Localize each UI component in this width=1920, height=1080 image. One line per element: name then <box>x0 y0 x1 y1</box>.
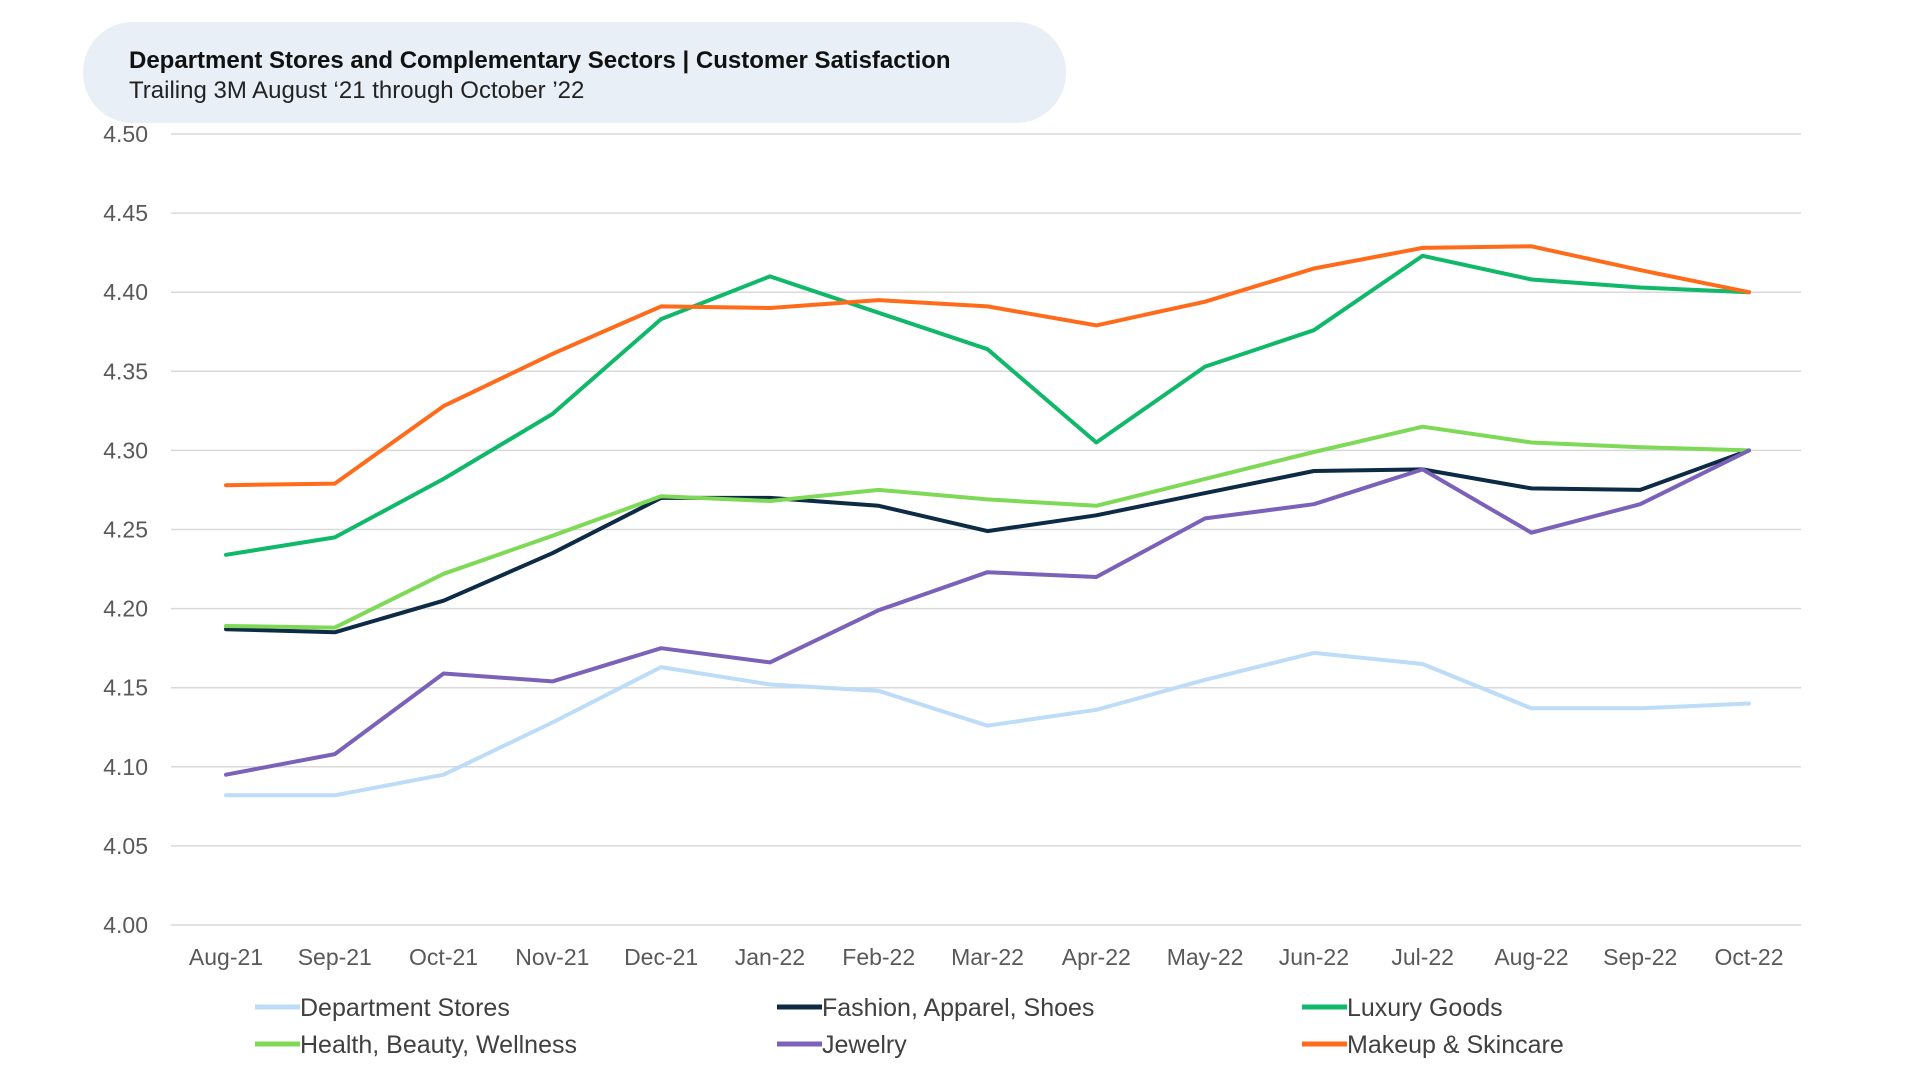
series-line-luxury-goods <box>224 253 1751 557</box>
series-line-makeup-skincare <box>224 244 1751 488</box>
series-line-jewelry <box>224 448 1751 777</box>
x-tick-label: Feb-22 <box>842 944 915 970</box>
x-tick-label: Jun-22 <box>1279 944 1349 970</box>
chart-subtitle: Trailing 3M August ‘21 through October ’… <box>129 77 585 104</box>
x-tick-label: Nov-21 <box>515 944 589 970</box>
x-tick-label: Oct-22 <box>1714 944 1783 970</box>
x-tick-label: Apr-22 <box>1062 944 1131 970</box>
x-tick-label: Mar-22 <box>951 944 1024 970</box>
legend-label: Fashion, Apparel, Shoes <box>822 994 1094 1022</box>
chart-title: Department Stores and Complementary Sect… <box>129 47 951 74</box>
legend-label: Jewelry <box>822 1031 907 1059</box>
y-tick-label: 4.00 <box>103 912 148 938</box>
series-line-health-beauty-wellness <box>224 424 1751 630</box>
legend-label: Health, Beauty, Wellness <box>300 1031 577 1059</box>
y-tick-label: 4.20 <box>103 596 148 622</box>
x-tick-label: Sep-21 <box>298 944 372 970</box>
y-tick-label: 4.35 <box>103 358 148 384</box>
x-tick-label: May-22 <box>1167 944 1244 970</box>
y-tick-label: 4.15 <box>103 675 148 701</box>
series-line-fashion-apparel-shoes <box>224 448 1751 635</box>
y-tick-label: 4.50 <box>103 121 148 147</box>
legend-label: Department Stores <box>300 994 510 1022</box>
x-tick-label: Jan-22 <box>735 944 805 970</box>
x-tick-label: Sep-22 <box>1603 944 1677 970</box>
x-tick-label: Oct-21 <box>409 944 478 970</box>
y-tick-label: 4.25 <box>103 517 148 543</box>
y-tick-label: 4.45 <box>103 200 148 226</box>
x-tick-label: Jul-22 <box>1391 944 1454 970</box>
y-tick-label: 4.05 <box>103 833 148 859</box>
y-tick-label: 4.30 <box>103 437 148 463</box>
legend-label: Makeup & Skincare <box>1347 1031 1564 1059</box>
y-tick-label: 4.40 <box>103 279 148 305</box>
title-box: Department Stores and Complementary Sect… <box>83 22 1066 123</box>
series-line-department-stores <box>224 650 1751 798</box>
x-tick-label: Dec-21 <box>624 944 698 970</box>
legend-label: Luxury Goods <box>1347 994 1503 1022</box>
x-tick-label: Aug-22 <box>1494 944 1568 970</box>
x-tick-label: Aug-21 <box>189 944 263 970</box>
y-tick-label: 4.10 <box>103 754 148 780</box>
